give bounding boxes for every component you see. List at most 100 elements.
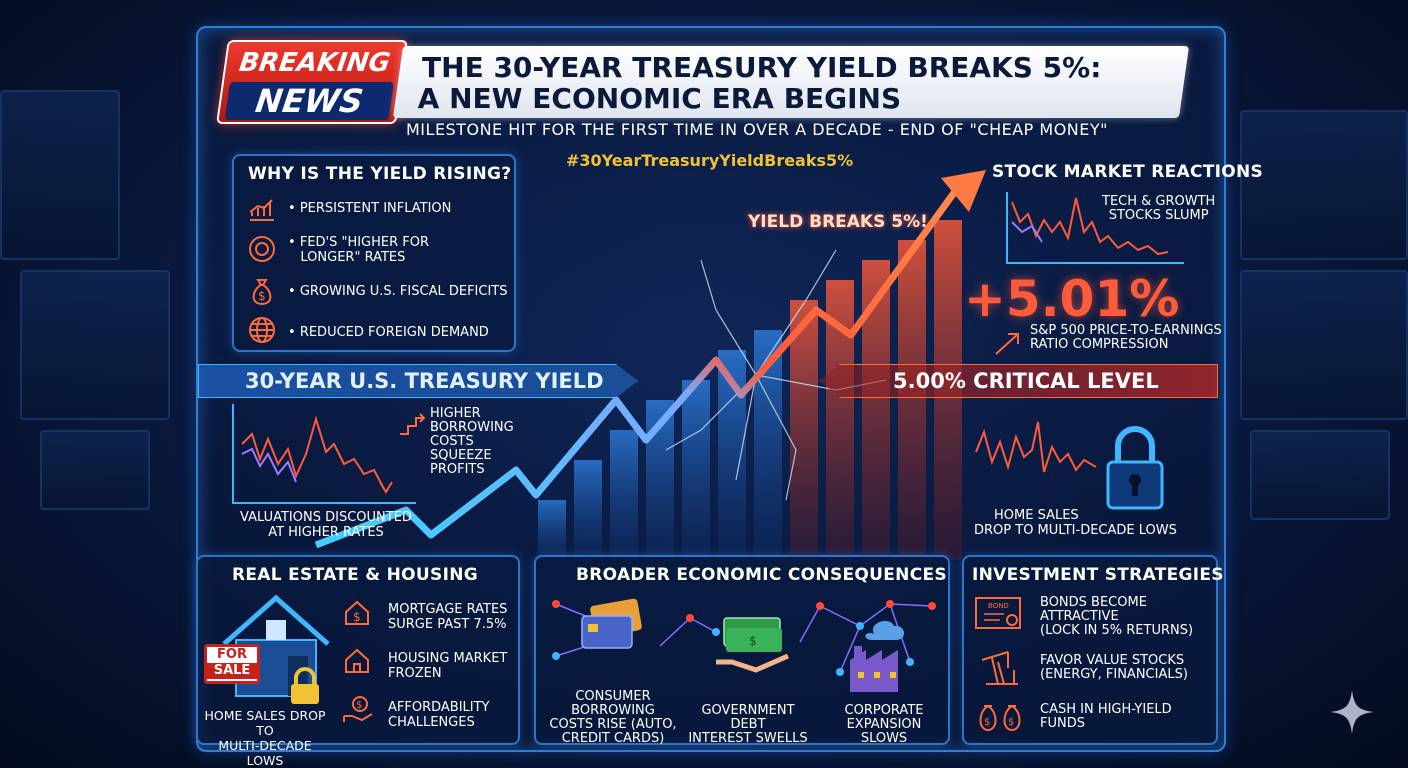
- why-item-4: • REDUCED FOREIGN DEMAND: [288, 325, 489, 340]
- headline-banner: THE 30-YEAR TREASURY YIELD BREAKS 5%: A …: [392, 46, 1190, 118]
- pe-line-2: RATIO COMPRESSION: [1030, 337, 1169, 352]
- home-line-2: DROP TO MULTI-DECADE LOWS: [974, 523, 1177, 538]
- consumer-line: CONSUMER: [575, 689, 651, 704]
- home-sales-mini-chart: [975, 421, 1097, 473]
- invest-item-1-line-3: (LOCK IN 5% RETURNS): [1040, 623, 1194, 638]
- money-stack-icon: $: [716, 617, 790, 673]
- svg-text:$: $: [353, 610, 361, 624]
- why-item-4-text: REDUCED FOREIGN DEMAND: [299, 325, 489, 340]
- why-item-3-text: GROWING U.S. FISCAL DEFICITS: [299, 284, 508, 299]
- background-bars: [538, 220, 962, 560]
- invest-title: INVESTMENT STRATEGIES: [972, 565, 1224, 585]
- up-arrow-icon: [995, 333, 1019, 355]
- dollar-house-icon: $: [345, 600, 369, 625]
- why-title: WHY IS THE YIELD RISING?: [248, 164, 512, 184]
- badge-line-breaking: BREAKING: [237, 48, 393, 78]
- consumer-line: CREDIT CARDS): [561, 731, 665, 746]
- fed-seal-icon: [249, 236, 275, 262]
- breaking-news-badge: BREAKING NEWS: [216, 40, 408, 124]
- consumer-text: CONSUMER BORROWING COSTS RISE (AUTO, CRE…: [548, 690, 678, 746]
- re-caption-1: HOME SALES DROP TO: [204, 708, 326, 738]
- invest-item-2-line-1: FAVOR VALUE STOCKS: [1040, 653, 1185, 668]
- borrowing-costs-text: HIGHER BORROWING COSTS SQUEEZE PROFITS: [430, 407, 514, 477]
- oil-pump-icon: [981, 651, 1018, 685]
- costs-line: SQUEEZE: [430, 448, 492, 463]
- yield-arrow-head: [941, 170, 986, 212]
- valuations-caption: VALUATIONS DISCOUNTED AT HIGHER RATES: [238, 510, 414, 540]
- broader-title: BROADER ECONOMIC CONSEQUENCES: [576, 565, 947, 585]
- yield-line: [314, 187, 959, 549]
- re-item-1: MORTGAGE RATES SURGE PAST 7.5%: [388, 602, 507, 632]
- pe-ratio-text: S&P 500 PRICE-TO-EARNINGS RATIO COMPRESS…: [1030, 324, 1222, 352]
- invest-item-2: FAVOR VALUE STOCKS (ENERGY, FINANCIALS): [1040, 654, 1188, 682]
- globe-icon: [249, 317, 275, 343]
- invest-item-1: BONDS BECOME ATTRACTIVE (LOCK IN 5% RETU…: [1040, 596, 1193, 638]
- background-monitor: [1240, 270, 1408, 420]
- treasury-yield-label: 30-YEAR U.S. TREASURY YIELD: [245, 369, 604, 393]
- house-frozen-icon: [345, 648, 369, 673]
- consumer-line: BORROWING: [571, 703, 655, 718]
- svg-text:$: $: [258, 289, 266, 303]
- valuations-mini-chart: [241, 415, 393, 494]
- background-monitor: [1240, 110, 1408, 260]
- critical-level-label: 5.00% CRITICAL LEVEL: [893, 369, 1159, 393]
- home-sales-text: HOME SALES DROP TO MULTI-DECADE LOWS: [974, 508, 1177, 538]
- svg-text:$: $: [749, 634, 757, 648]
- why-item-1: • PERSISTENT INFLATION: [288, 201, 452, 216]
- lock-icon: [1106, 426, 1164, 510]
- re-caption-2: MULTI-DECADE LOWS: [218, 738, 312, 768]
- costs-line: COSTS: [430, 434, 474, 449]
- background-monitor: [0, 90, 120, 260]
- government-text: GOVERNMENT DEBT INTEREST SWELLS: [682, 704, 814, 746]
- factory-icon: [850, 620, 905, 692]
- real-estate-title: REAL ESTATE & HOUSING: [232, 565, 478, 585]
- why-panel: WHY IS THE YIELD RISING?: [232, 154, 516, 352]
- corporate-text: CORPORATE EXPANSION SLOWS: [832, 704, 936, 746]
- sparkle-icon: [1330, 690, 1374, 734]
- re-caption: HOME SALES DROP TO MULTI-DECADE LOWS: [200, 708, 330, 768]
- stock-mini-chart: [1011, 197, 1169, 256]
- sign-line-2: SALE: [207, 663, 257, 679]
- credit-card-icon: [581, 598, 642, 649]
- invest-item-2-line-2: (ENERGY, FINANCIALS): [1040, 667, 1188, 682]
- why-item-2: • FED'S "HIGHER FOR LONGER" RATES: [288, 235, 430, 265]
- headline-line-1: THE 30-YEAR TREASURY YIELD BREAKS 5%:: [422, 51, 1102, 84]
- stock-title: STOCK MARKET REACTIONS: [992, 162, 1264, 182]
- big-percent-value: +5.01%: [964, 270, 1180, 328]
- re-item-1-line-2: SURGE PAST 7.5%: [388, 617, 507, 632]
- yield-breaks-label: YIELD BREAKS 5%!: [748, 212, 928, 232]
- re-item-3: AFFORDABILITY CHALLENGES: [388, 700, 490, 730]
- headline-line-2: A NEW ECONOMIC ERA BEGINS: [417, 82, 902, 115]
- padlock-small-icon: [291, 667, 319, 704]
- money-bag-icon: $: [252, 279, 272, 306]
- background-monitor: [1250, 430, 1390, 520]
- bar-chart-icon: [249, 199, 274, 221]
- hashtag: #30YearTreasuryYieldBreaks5%: [566, 151, 854, 170]
- svg-text:$: $: [1008, 717, 1014, 728]
- corporate-line: SLOWS: [860, 731, 908, 746]
- background-monitor: [40, 430, 150, 510]
- stock-mini-chart-box: [1006, 192, 1184, 264]
- re-item-3-line-2: CHALLENGES: [388, 715, 475, 730]
- treasury-yield-bar: 30-YEAR U.S. TREASURY YIELD: [198, 364, 638, 398]
- subtitle: MILESTONE HIT FOR THE FIRST TIME IN OVER…: [406, 120, 1109, 139]
- why-item-2-text: FED'S "HIGHER FOR: [299, 235, 430, 250]
- why-item-1-text: PERSISTENT INFLATION: [299, 201, 452, 216]
- corporate-line: CORPORATE: [844, 703, 924, 718]
- why-item-3: • GROWING U.S. FISCAL DEFICITS: [288, 284, 508, 299]
- invest-item-3-line-2: FUNDS: [1040, 716, 1085, 731]
- re-item-3-line-1: AFFORDABILITY: [388, 700, 490, 715]
- re-item-2: HOUSING MARKET FROZEN: [388, 651, 507, 681]
- background-monitor: [20, 270, 170, 420]
- hand-dollar-icon: $: [343, 696, 373, 722]
- critical-level-bar: 5.00% CRITICAL LEVEL: [820, 364, 1218, 398]
- government-line: INTEREST SWELLS: [688, 731, 808, 746]
- network-lines: [552, 600, 936, 676]
- invest-item-3: CASH IN HIGH-YIELD FUNDS: [1040, 703, 1172, 731]
- valuations-caption-1: VALUATIONS DISCOUNTED: [240, 510, 412, 525]
- tech-line-1: TECH & GROWTH: [1102, 194, 1216, 209]
- cash-bags-icon: $ $: [979, 705, 1021, 732]
- tech-line-2: STOCKS SLUMP: [1108, 208, 1209, 223]
- pe-line-1: S&P 500 PRICE-TO-EARNINGS: [1030, 323, 1222, 338]
- bond-label: BOND: [988, 602, 1009, 610]
